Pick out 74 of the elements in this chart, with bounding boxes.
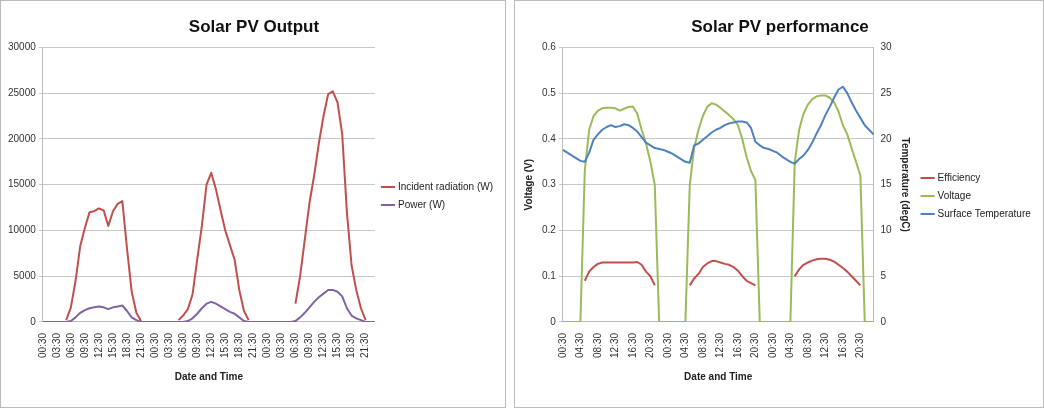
y-tick-label: 0.3 (542, 178, 557, 190)
y-tick-label: 30000 (8, 41, 37, 53)
x-tick-label: 00:30 (556, 332, 568, 359)
x-tick-label: 16:30 (836, 332, 848, 359)
x-tick-label: 20:30 (854, 332, 866, 359)
y-tick-label: 10000 (8, 224, 37, 236)
x-tick-label: 15:30 (106, 332, 118, 359)
x-tick-label: 21:30 (247, 332, 259, 359)
y-tick-label: 0 (30, 315, 37, 327)
chart-title: Solar PV performance (691, 16, 869, 36)
x-tick-label: 21:30 (134, 332, 146, 359)
x-tick-label: 06:30 (64, 332, 76, 359)
x-tick-label: 00:30 (36, 332, 48, 359)
x-tick-label: 12:30 (317, 332, 329, 359)
legend-label: Voltage (937, 189, 972, 201)
y2-axis-title: Temperature (degC) (899, 137, 911, 232)
chart-title: Solar PV Output (188, 16, 320, 36)
x-tick-label: 12:30 (819, 332, 831, 359)
x-tick-label: 08:30 (696, 332, 708, 359)
legend-label: Incident radiation (W) (397, 180, 494, 192)
x-tick-label: 00:30 (766, 332, 778, 359)
y-tick-label: 0.5 (542, 86, 557, 98)
x-tick-label: 00:30 (148, 332, 160, 359)
x-tick-label: 09:30 (78, 332, 90, 359)
x-tick-label: 15:30 (331, 332, 343, 359)
y-tick-label: 0.2 (542, 224, 557, 236)
legend-label: Efficiency (937, 171, 981, 183)
x-tick-label: 16:30 (626, 332, 638, 359)
x-tick-label: 00:30 (661, 332, 673, 359)
y2-tick-label: 30 (880, 41, 893, 53)
x-tick-label: 09:30 (190, 332, 202, 359)
x-tick-label: 04:30 (574, 332, 586, 359)
y2-tick-label: 25 (880, 86, 893, 98)
x-tick-label: 18:30 (120, 332, 132, 359)
x-tick-label: 12:30 (204, 332, 216, 359)
x-tick-label: 08:30 (591, 332, 603, 359)
x-tick-label: 12:30 (92, 332, 104, 359)
x-tick-label: 04:30 (784, 332, 796, 359)
y-tick-label: 0 (550, 315, 557, 327)
y-tick-label: 25000 (8, 86, 37, 98)
x-tick-label: 21:30 (359, 332, 371, 359)
y2-tick-label: 0 (880, 315, 887, 327)
legend-label: Power (W) (397, 198, 446, 210)
x-tick-label: 09:30 (303, 332, 315, 359)
y-tick-label: 15000 (8, 178, 37, 190)
y-tick-label: 20000 (8, 132, 37, 144)
y2-tick-label: 15 (880, 178, 893, 190)
x-tick-label: 12:30 (609, 332, 621, 359)
legend-label: Surface Temperature (937, 207, 1032, 219)
x-tick-label: 08:30 (801, 332, 813, 359)
x-tick-label: 18:30 (233, 332, 245, 359)
x-tick-label: 20:30 (644, 332, 656, 359)
x-tick-label: 15:30 (219, 332, 231, 359)
x-tick-label: 20:30 (749, 332, 761, 359)
x-tick-label: 03:30 (50, 332, 62, 359)
y2-tick-label: 10 (880, 224, 893, 236)
x-tick-label: 12:30 (714, 332, 726, 359)
x-axis-title: Date and Time (684, 370, 753, 382)
x-axis-title: Date and Time (174, 370, 244, 382)
x-tick-label: 00:30 (261, 332, 273, 359)
x-tick-label: 04:30 (679, 332, 691, 359)
x-tick-label: 06:30 (289, 332, 301, 359)
y2-tick-label: 20 (880, 132, 893, 144)
x-tick-label: 03:30 (162, 332, 174, 359)
y-tick-label: 0.1 (542, 269, 557, 281)
y2-tick-label: 5 (880, 269, 887, 281)
y-tick-label: 5000 (13, 269, 37, 281)
x-tick-label: 06:30 (176, 332, 188, 359)
y-axis-title: Voltage (V) (522, 158, 534, 211)
x-tick-label: 03:30 (275, 332, 287, 359)
x-tick-label: 18:30 (345, 332, 357, 359)
y-tick-label: 0.6 (542, 41, 557, 53)
x-tick-label: 16:30 (731, 332, 743, 359)
y-tick-label: 0.4 (542, 132, 557, 144)
